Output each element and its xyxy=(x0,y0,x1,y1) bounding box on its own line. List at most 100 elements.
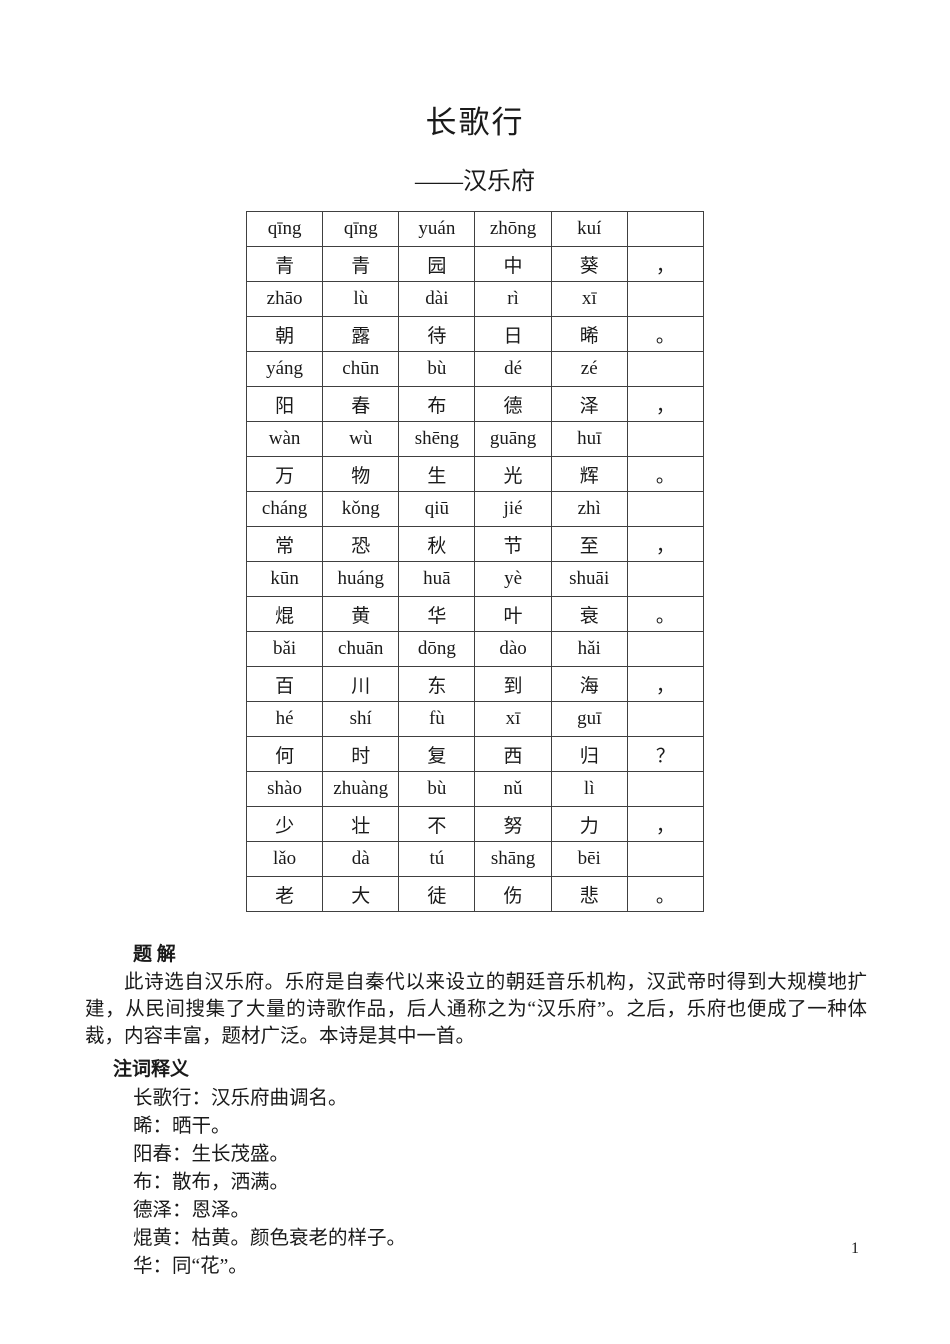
hanzi-cell: 光 xyxy=(474,456,552,492)
hanzi-cell: 园 xyxy=(398,246,476,282)
hanzi-cell: 何 xyxy=(245,736,324,772)
punctuation-cell: 。 xyxy=(626,876,705,912)
hanzi-cell: 葵 xyxy=(550,246,628,282)
pinyin-cell: cháng xyxy=(245,491,324,527)
punctuation-cell xyxy=(626,841,705,877)
pinyin-cell: wù xyxy=(322,421,400,457)
table-row-hanzi: 青青园中葵， xyxy=(245,246,705,282)
pinyin-cell: qiū xyxy=(398,491,476,527)
table-row-hanzi: 万物生光辉。 xyxy=(245,456,705,492)
hanzi-cell: 辉 xyxy=(550,456,628,492)
punctuation-cell: ？ xyxy=(626,736,705,772)
hanzi-cell: 德 xyxy=(474,386,552,422)
hanzi-cell: 物 xyxy=(322,456,400,492)
table-row-hanzi: 阳春布德泽， xyxy=(245,386,705,422)
punctuation-cell: ， xyxy=(626,666,705,702)
table-row-hanzi: 老大徒伤悲。 xyxy=(245,876,705,912)
hanzi-cell: 恐 xyxy=(322,526,400,562)
punctuation-cell xyxy=(626,631,705,667)
definition-item: 布：散布，洒满。 xyxy=(133,1172,290,1193)
pinyin-cell: huáng xyxy=(322,561,400,597)
hanzi-cell: 海 xyxy=(550,666,628,702)
punctuation-cell xyxy=(626,421,705,457)
pinyin-cell: qīng xyxy=(322,211,400,247)
hanzi-cell: 晞 xyxy=(550,316,628,352)
pinyin-cell: hǎi xyxy=(550,631,628,667)
table-row-pinyin: lǎo dà tú shāng bēi xyxy=(245,841,705,877)
hanzi-cell: 布 xyxy=(398,386,476,422)
page-number: 1 xyxy=(851,1240,859,1257)
table-row-hanzi: 焜黄华叶衰。 xyxy=(245,596,705,632)
punctuation-cell xyxy=(626,211,705,247)
hanzi-cell: 泽 xyxy=(550,386,628,422)
table-row-pinyin: qīng qīng yuán zhōng kuí xyxy=(245,211,705,247)
pinyin-cell: kūn xyxy=(245,561,324,597)
pinyin-cell: shuāi xyxy=(550,561,628,597)
table-row-hanzi: 何时复西归？ xyxy=(245,736,705,772)
hanzi-cell: 百 xyxy=(245,666,324,702)
pinyin-cell: shào xyxy=(245,771,324,807)
pinyin-cell: shí xyxy=(322,701,400,737)
hanzi-cell: 悲 xyxy=(550,876,628,912)
hanzi-cell: 阳 xyxy=(245,386,324,422)
definition-item: 长歌行：汉乐府曲调名。 xyxy=(133,1088,348,1109)
pinyin-cell: fù xyxy=(398,701,476,737)
pinyin-cell: xī xyxy=(550,281,628,317)
pinyin-cell: zhāo xyxy=(245,281,324,317)
pinyin-cell: bǎi xyxy=(245,631,324,667)
hanzi-cell: 日 xyxy=(474,316,552,352)
pinyin-cell: yáng xyxy=(245,351,324,387)
pinyin-cell: bù xyxy=(398,771,476,807)
table-row-hanzi: 朝露待日晞。 xyxy=(245,316,705,352)
hanzi-cell: 伤 xyxy=(474,876,552,912)
hanzi-cell: 努 xyxy=(474,806,552,842)
pinyin-cell: hé xyxy=(245,701,324,737)
pinyin-cell: huā xyxy=(398,561,476,597)
hanzi-cell: 至 xyxy=(550,526,628,562)
pinyin-cell: dài xyxy=(398,281,476,317)
punctuation-cell xyxy=(626,771,705,807)
pinyin-cell: zhōng xyxy=(474,211,552,247)
pinyin-cell: lù xyxy=(322,281,400,317)
punctuation-cell xyxy=(626,351,705,387)
hanzi-cell: 常 xyxy=(245,526,324,562)
table-row-pinyin: hé shí fù xī guī xyxy=(245,701,705,737)
hanzi-cell: 秋 xyxy=(398,526,476,562)
pinyin-cell: kuí xyxy=(550,211,628,247)
punctuation-cell xyxy=(626,561,705,597)
definition-item: 阳春：生长茂盛。 xyxy=(133,1144,290,1165)
table-row-pinyin: shào zhuàng bù nǔ lì xyxy=(245,771,705,807)
punctuation-cell: 。 xyxy=(626,596,705,632)
hanzi-cell: 时 xyxy=(322,736,400,772)
definitions-list: 长歌行：汉乐府曲调名。 晞：晒干。 阳春：生长茂盛。 布：散布，洒满。 德泽：恩泽。 焜黄… xyxy=(133,1085,865,1281)
pinyin-cell: kǒng xyxy=(322,491,400,527)
pinyin-cell: bēi xyxy=(550,841,628,877)
punctuation-cell: 。 xyxy=(626,456,705,492)
page-subtitle: ——汉乐府 xyxy=(415,169,535,195)
hanzi-cell: 归 xyxy=(550,736,628,772)
table-row-pinyin: cháng kǒng qiū jié zhì xyxy=(245,491,705,527)
punctuation-cell: ， xyxy=(626,246,705,282)
hanzi-cell: 川 xyxy=(322,666,400,702)
punctuation-cell: ， xyxy=(626,806,705,842)
hanzi-cell: 少 xyxy=(245,806,324,842)
pinyin-cell: wàn xyxy=(245,421,324,457)
pinyin-cell: shēng xyxy=(398,421,476,457)
hanzi-cell: 生 xyxy=(398,456,476,492)
pinyin-cell: yè xyxy=(474,561,552,597)
punctuation-cell: 。 xyxy=(626,316,705,352)
pinyin-cell: shāng xyxy=(474,841,552,877)
pinyin-cell: jié xyxy=(474,491,552,527)
hanzi-cell: 衰 xyxy=(550,596,628,632)
pinyin-cell: rì xyxy=(474,281,552,317)
punctuation-cell xyxy=(626,281,705,317)
table-row-pinyin: yáng chūn bù dé zé xyxy=(245,351,705,387)
pinyin-cell: dōng xyxy=(398,631,476,667)
table-row-pinyin: zhāo lù dài rì xī xyxy=(245,281,705,317)
hanzi-cell: 万 xyxy=(245,456,324,492)
pinyin-cell: xī xyxy=(474,701,552,737)
pinyin-cell: zé xyxy=(550,351,628,387)
jieti-paragraph: 此诗选自汉乐府。乐府是自秦代以来设立的朝廷音乐机构，汉武帝时得到大规模地扩建，从… xyxy=(85,972,867,1047)
poem-table-body: qīng qīng yuán zhōng kuí 青青园中葵， zhāo lù dài rì xī 朝… xyxy=(245,211,705,912)
